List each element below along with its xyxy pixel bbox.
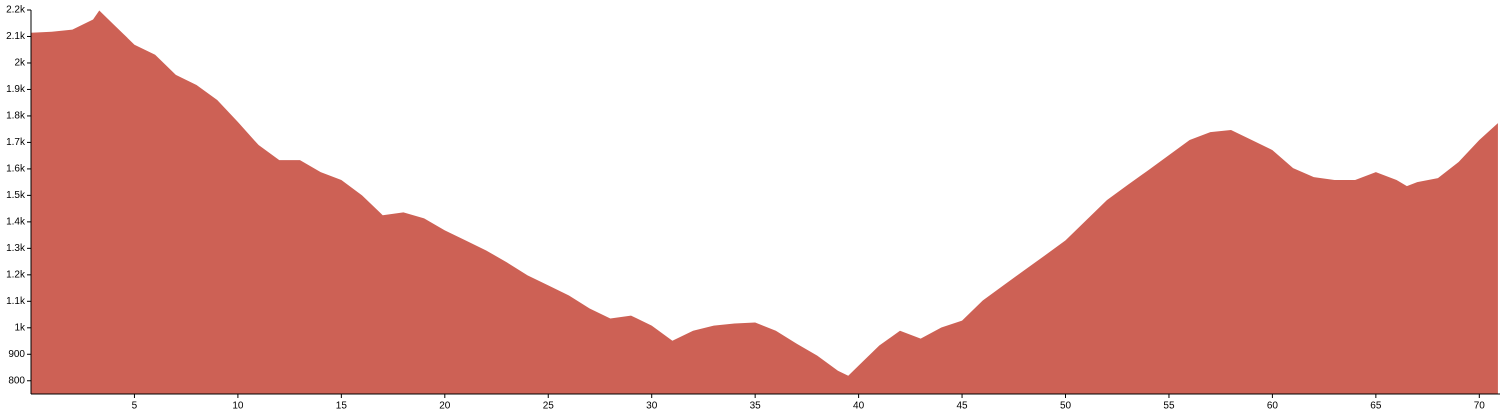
x-tick-label: 60	[1267, 401, 1279, 412]
x-tick-label: 25	[543, 401, 555, 412]
y-tick-label: 1.2k	[6, 269, 26, 280]
x-tick-label: 30	[646, 401, 658, 412]
x-tick-label: 35	[750, 401, 762, 412]
y-tick-label: 800	[8, 375, 25, 386]
x-tick-label: 10	[232, 401, 244, 412]
elevation-area	[31, 10, 1498, 394]
x-tick-label: 20	[439, 401, 451, 412]
x-tick-label: 5	[132, 401, 138, 412]
y-tick-label: 1.9k	[6, 84, 26, 95]
x-tick-label: 50	[1060, 401, 1072, 412]
y-tick-label: 1.4k	[6, 217, 26, 228]
y-tick-label: 1k	[14, 322, 26, 333]
y-tick-label: 1.8k	[6, 111, 26, 122]
y-tick-label: 900	[8, 349, 25, 360]
x-tick-label: 70	[1474, 401, 1486, 412]
x-tick-label: 15	[336, 401, 348, 412]
y-tick-label: 2k	[14, 58, 26, 69]
x-tick-label: 40	[853, 401, 865, 412]
y-tick-label: 1.1k	[6, 296, 26, 307]
y-tick-label: 1.7k	[6, 137, 26, 148]
y-tick-label: 1.5k	[6, 190, 26, 201]
y-tick-label: 1.3k	[6, 243, 26, 254]
x-tick-label: 55	[1163, 401, 1175, 412]
y-tick-label: 2.1k	[6, 31, 26, 42]
x-tick-label: 45	[956, 401, 968, 412]
y-tick-label: 1.6k	[6, 164, 26, 175]
y-tick-label: 2.2k	[6, 5, 26, 16]
x-tick-label: 65	[1370, 401, 1382, 412]
